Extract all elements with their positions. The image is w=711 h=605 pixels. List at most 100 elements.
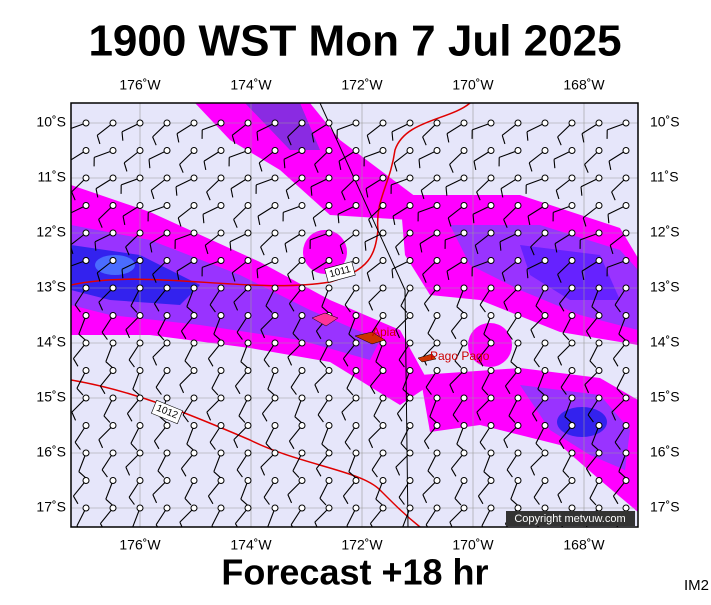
barb-station bbox=[569, 340, 575, 346]
barb-station bbox=[110, 258, 116, 264]
barb-station bbox=[191, 340, 197, 346]
barb-station bbox=[380, 450, 386, 456]
barb-station bbox=[137, 203, 143, 209]
barb-station bbox=[272, 368, 278, 374]
barb-station bbox=[83, 478, 89, 484]
barb-station bbox=[110, 395, 116, 401]
barb-station bbox=[326, 340, 332, 346]
barb-station bbox=[191, 395, 197, 401]
barb-station bbox=[596, 175, 602, 181]
barb-station bbox=[326, 148, 332, 154]
barb-station bbox=[326, 423, 332, 429]
barb-station bbox=[218, 395, 224, 401]
barb-station bbox=[434, 258, 440, 264]
barb-station bbox=[83, 175, 89, 181]
barb-station bbox=[110, 203, 116, 209]
barb-station bbox=[191, 230, 197, 236]
barb-station bbox=[596, 258, 602, 264]
barb-station bbox=[569, 175, 575, 181]
barb-station bbox=[164, 395, 170, 401]
barb-station bbox=[191, 423, 197, 429]
barb-station bbox=[326, 285, 332, 291]
barb-station bbox=[191, 175, 197, 181]
barb-station bbox=[164, 285, 170, 291]
lat-label: 12˚S bbox=[650, 224, 680, 240]
barb-station bbox=[353, 230, 359, 236]
barb-station bbox=[353, 478, 359, 484]
barb-station bbox=[299, 203, 305, 209]
barb-station bbox=[461, 285, 467, 291]
barb-station bbox=[164, 230, 170, 236]
barb-station bbox=[623, 505, 629, 511]
barb-station bbox=[245, 340, 251, 346]
barb-station bbox=[245, 505, 251, 511]
barb-station bbox=[272, 340, 278, 346]
barb-station bbox=[191, 148, 197, 154]
barb-station bbox=[434, 340, 440, 346]
barb-station bbox=[299, 423, 305, 429]
barb-station bbox=[569, 230, 575, 236]
barb-station bbox=[110, 148, 116, 154]
barb-station bbox=[461, 148, 467, 154]
barb-station bbox=[461, 368, 467, 374]
barb-station bbox=[299, 505, 305, 511]
barb-station bbox=[515, 478, 521, 484]
barb-station bbox=[596, 478, 602, 484]
barb-station bbox=[137, 175, 143, 181]
barb-station bbox=[245, 395, 251, 401]
barb-station bbox=[434, 230, 440, 236]
barb-station bbox=[110, 368, 116, 374]
barb-station bbox=[380, 148, 386, 154]
barb-station bbox=[272, 505, 278, 511]
barb-station bbox=[407, 148, 413, 154]
barb-station bbox=[515, 340, 521, 346]
barb-station bbox=[353, 175, 359, 181]
barb-station bbox=[434, 368, 440, 374]
barb-station bbox=[164, 203, 170, 209]
barb-station bbox=[407, 120, 413, 126]
barb-station bbox=[191, 368, 197, 374]
barb-station bbox=[137, 285, 143, 291]
barb-station bbox=[272, 450, 278, 456]
barb-station bbox=[596, 395, 602, 401]
barb-station bbox=[542, 230, 548, 236]
barb-station bbox=[164, 175, 170, 181]
barb-station bbox=[380, 395, 386, 401]
lon-label: 176˚W bbox=[119, 537, 161, 553]
barb-station bbox=[299, 478, 305, 484]
barb-station bbox=[326, 368, 332, 374]
copyright: Copyright metvuw.com bbox=[514, 513, 625, 525]
barb-station bbox=[245, 230, 251, 236]
barb-station bbox=[623, 478, 629, 484]
barb-station bbox=[623, 450, 629, 456]
barb-station bbox=[623, 395, 629, 401]
lat-label: 12˚S bbox=[36, 224, 66, 240]
barb-station bbox=[245, 120, 251, 126]
barb-station bbox=[353, 505, 359, 511]
barb-station bbox=[218, 285, 224, 291]
barb-station bbox=[218, 175, 224, 181]
barb-station bbox=[272, 120, 278, 126]
lat-label: 10˚S bbox=[36, 114, 66, 130]
barb-station bbox=[596, 368, 602, 374]
barb-station bbox=[83, 148, 89, 154]
barb-station bbox=[191, 478, 197, 484]
barb-station bbox=[461, 395, 467, 401]
barb-station bbox=[434, 175, 440, 181]
barb-station bbox=[272, 230, 278, 236]
lat-label: 17˚S bbox=[650, 499, 680, 515]
lat-label: 15˚S bbox=[650, 389, 680, 405]
barb-station bbox=[596, 340, 602, 346]
barb-station bbox=[218, 148, 224, 154]
barb-station bbox=[299, 148, 305, 154]
lat-label: 13˚S bbox=[36, 279, 66, 295]
barb-station bbox=[191, 505, 197, 511]
barb-station bbox=[164, 340, 170, 346]
barb-station bbox=[623, 203, 629, 209]
barb-station bbox=[299, 340, 305, 346]
barb-station bbox=[218, 258, 224, 264]
barb-station bbox=[245, 285, 251, 291]
barb-station bbox=[272, 203, 278, 209]
barb-station bbox=[164, 450, 170, 456]
